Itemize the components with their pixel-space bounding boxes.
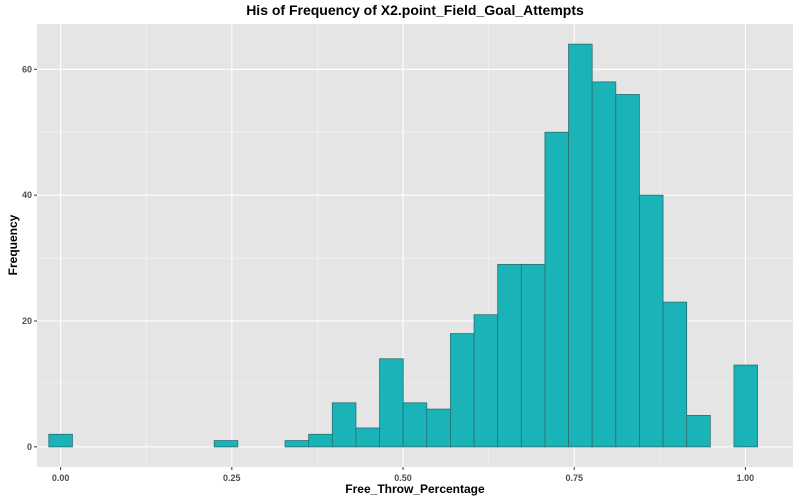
- histogram-bar: [615, 94, 640, 448]
- histogram-bar: [733, 364, 758, 448]
- axes: 0.00 0.25 0.50 0.75 1.00 0 20 40 60: [22, 64, 754, 483]
- x-axis-title: Free_Throw_Percentage: [345, 482, 485, 496]
- y-axis-title: Frequency: [6, 214, 20, 275]
- x-tick-label: 0.50: [394, 473, 412, 483]
- histogram-bar: [686, 415, 711, 448]
- histogram-bar: [284, 440, 310, 448]
- histogram-bar: [450, 333, 475, 448]
- histogram-bar: [48, 433, 73, 448]
- histogram-bar: [213, 440, 239, 448]
- histogram-bar: [544, 131, 569, 448]
- histogram-bar: [662, 301, 688, 448]
- histogram-bar: [473, 314, 499, 448]
- chart-title: His of Frequency of X2.point_Field_Goal_…: [246, 2, 584, 18]
- histogram-bar: [379, 358, 404, 448]
- x-tick-label: 1.00: [737, 473, 755, 483]
- histogram-bar: [520, 263, 546, 448]
- histogram-bar: [426, 408, 451, 448]
- histogram-bar: [497, 263, 522, 448]
- x-tick-label: 0.75: [565, 473, 583, 483]
- histogram-bar: [639, 194, 664, 448]
- y-tick-label: 60: [22, 64, 32, 74]
- y-tick-label: 40: [22, 190, 32, 200]
- histogram-bar: [568, 43, 593, 448]
- histogram-bar: [308, 433, 333, 448]
- histogram-bar: [402, 402, 428, 448]
- histogram-bar: [591, 81, 617, 448]
- y-tick-label: 0: [27, 442, 32, 452]
- x-tick-label: 0.25: [223, 473, 241, 483]
- histogram-bar: [355, 427, 380, 448]
- histogram-bars: [48, 43, 758, 448]
- x-tick-label: 0.00: [52, 473, 70, 483]
- histogram-bar: [331, 402, 357, 448]
- y-tick-label: 20: [22, 316, 32, 326]
